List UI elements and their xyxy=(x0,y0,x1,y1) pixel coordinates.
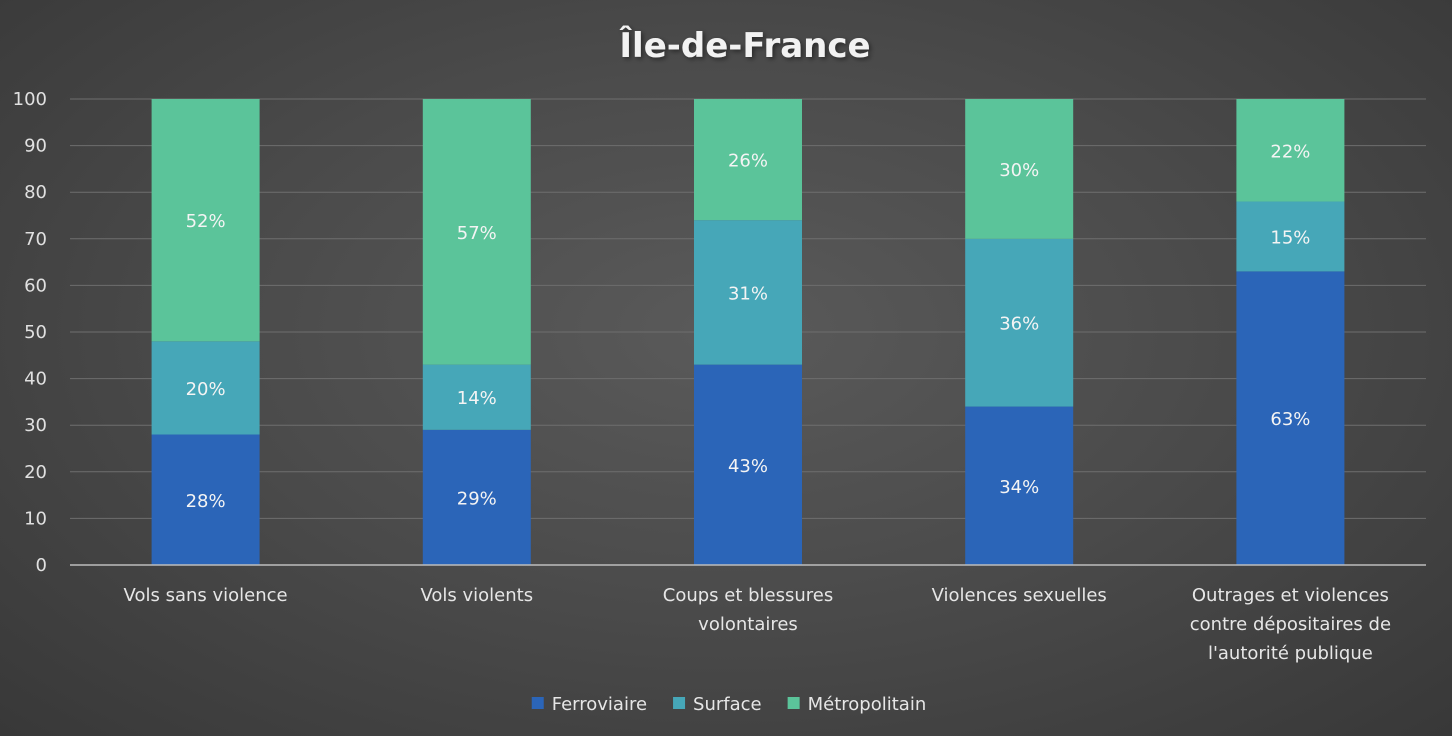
legend-swatch-surface xyxy=(673,697,686,709)
y-tick-label: 10 xyxy=(24,508,47,529)
category-label-line: l'autorité publique xyxy=(1208,643,1373,664)
bar-ferroviaire-4 xyxy=(1236,271,1345,565)
bar-métropolitain-3 xyxy=(965,99,1074,239)
data-label: 52% xyxy=(186,211,226,232)
bar-métropolitain-0 xyxy=(151,99,260,342)
bars xyxy=(151,99,1345,565)
category-label-line: Outrages et violences xyxy=(1192,585,1389,606)
category-label-line: volontaires xyxy=(698,614,798,635)
data-label: 63% xyxy=(1270,409,1310,430)
y-tick-label: 20 xyxy=(24,462,47,483)
bar-surface-1 xyxy=(422,364,531,430)
legend: Ferroviaire Surface Métropolitain xyxy=(531,694,927,715)
y-tick-label: 100 xyxy=(13,89,47,110)
category-label: Vols violents xyxy=(420,585,533,606)
bar-ferroviaire-0 xyxy=(151,434,260,565)
category-label: Violences sexuelles xyxy=(932,585,1107,606)
legend-label: Ferroviaire xyxy=(552,694,647,715)
y-tick-label: 80 xyxy=(24,182,47,203)
y-tick-label: 60 xyxy=(24,275,47,296)
bar-métropolitain-1 xyxy=(422,99,531,365)
bar-surface-4 xyxy=(1236,201,1345,272)
bar-ferroviaire-1 xyxy=(422,429,531,565)
y-tick-label: 90 xyxy=(24,136,47,157)
data-labels: 28% 20% 52% 29% 14% 57% 43% 31% 26% 34% 36% 30% 63% 1… xyxy=(186,141,1311,512)
bar-métropolitain-2 xyxy=(694,99,802,221)
y-tick-label: 0 xyxy=(36,555,47,576)
category-label-line: Coups et blessures xyxy=(663,585,834,606)
bar-métropolitain-4 xyxy=(1236,99,1345,202)
data-label: 26% xyxy=(728,151,768,172)
category-label-line: Vols violents xyxy=(420,585,533,606)
category-label: Outrages et violences contre dépositaires… xyxy=(1190,585,1391,664)
y-tick-label: 40 xyxy=(24,369,47,390)
data-label: 57% xyxy=(457,223,497,244)
data-label: 30% xyxy=(999,160,1039,181)
data-label: 36% xyxy=(999,314,1039,335)
bar-surface-3 xyxy=(965,238,1074,407)
category-label-line: Vols sans violence xyxy=(124,585,288,606)
data-label: 20% xyxy=(186,379,226,400)
data-label: 14% xyxy=(457,388,497,409)
category-label: Coups et blessures volontaires xyxy=(663,585,834,635)
y-axis-ticks: 0 10 20 30 40 50 60 70 80 90 100 xyxy=(13,89,47,576)
y-tick-label: 70 xyxy=(24,229,47,250)
data-label: 43% xyxy=(728,456,768,477)
bar-surface-2 xyxy=(694,220,802,365)
legend-label: Surface xyxy=(693,694,762,715)
data-label: 34% xyxy=(999,477,1039,498)
data-label: 22% xyxy=(1270,141,1310,162)
data-label: 15% xyxy=(1270,227,1310,248)
bar-ferroviaire-2 xyxy=(694,364,802,565)
y-tick-label: 50 xyxy=(24,322,47,343)
legend-label: Métropolitain xyxy=(808,694,927,715)
y-tick-label: 30 xyxy=(24,415,47,436)
chart-title: Île-de-France xyxy=(619,25,870,66)
category-label-line: contre dépositaires de xyxy=(1190,614,1391,635)
data-label: 28% xyxy=(186,491,226,512)
bar-ferroviaire-3 xyxy=(965,406,1074,565)
data-label: 31% xyxy=(728,283,768,304)
data-label: 29% xyxy=(457,488,497,509)
bar-surface-0 xyxy=(151,341,260,435)
category-label: Vols sans violence xyxy=(124,585,288,606)
legend-swatch-ferroviaire xyxy=(531,697,544,709)
category-labels: Vols sans violence Vols violents Coups et … xyxy=(124,585,1391,664)
legend-swatch-métropolitain xyxy=(787,697,800,709)
category-label-line: Violences sexuelles xyxy=(932,585,1107,606)
